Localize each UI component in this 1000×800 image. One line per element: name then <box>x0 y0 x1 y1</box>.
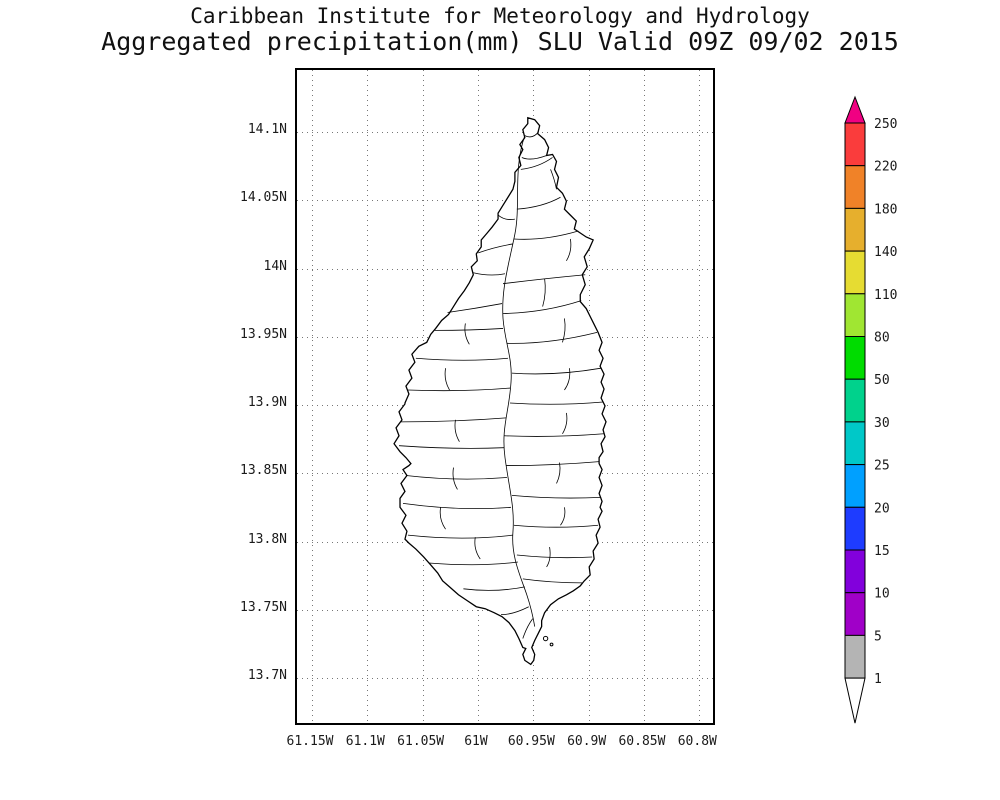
lat-tick-label: 13.95N <box>240 326 287 342</box>
colorbar-segment <box>844 634 866 679</box>
lat-tick-label: 13.7N <box>247 668 287 683</box>
lon-tick-label: 60.8W <box>677 734 717 749</box>
map-plot-area <box>295 68 715 725</box>
gridline-lon <box>643 70 645 723</box>
colorbar-level-label: 220 <box>874 160 897 175</box>
colorbar-level-label: 10 <box>874 587 890 602</box>
colorbar-segment <box>844 336 866 380</box>
colorbar-level-label: 20 <box>874 501 890 516</box>
lat-tick-label: 13.8N <box>247 531 287 547</box>
lon-tick-label: 61.1W <box>345 734 385 749</box>
colorbar-level-label: 140 <box>874 245 897 260</box>
colorbar-level-label: 50 <box>874 373 890 388</box>
lon-tick-label: 60.9W <box>567 734 607 749</box>
colorbar-level-label: 250 <box>874 117 897 132</box>
lon-tick-label: 60.95W <box>507 734 555 749</box>
colorbar-level-label: 5 <box>874 629 882 644</box>
page-title: Caribbean Institute for Meteorology and … <box>190 4 810 28</box>
lat-tick-label: 13.9N <box>247 395 287 410</box>
lat-tick-label: 13.85N <box>240 463 287 479</box>
lat-tick-label: 13.75N <box>240 599 287 615</box>
lon-tick-label: 61.05W <box>397 734 445 749</box>
watershed-boundaries <box>398 131 605 639</box>
colorbar-level-label: 180 <box>874 202 897 217</box>
gridline-lat <box>297 678 713 679</box>
colorbar-segment <box>844 122 866 167</box>
precip-colorbar: 250 220 180 140 110 80 50 30 25 20 15 10 5 1 <box>844 95 897 724</box>
colorbar-over-arrow <box>844 95 866 124</box>
colorbar-segment <box>844 506 866 551</box>
lat-tick-label: 14N <box>263 258 287 274</box>
lon-tick-label: 61.15W <box>286 734 334 749</box>
saint-lucia-map <box>393 116 607 666</box>
colorbar-level-label: 110 <box>874 288 897 303</box>
colorbar-level-label: 1 <box>874 672 882 687</box>
colorbar-segment <box>844 464 866 508</box>
colorbar-segment <box>844 250 866 295</box>
lat-tick-label: 14.1N <box>247 122 287 137</box>
gridline-lon <box>699 70 701 723</box>
colorbar-segment <box>844 592 866 636</box>
colorbar-segment <box>844 421 866 466</box>
colorbar-level-label: 25 <box>874 459 890 474</box>
lon-tick-label: 61W <box>464 734 488 749</box>
gridline-lat <box>297 200 713 202</box>
gridline-lon <box>367 70 369 723</box>
colorbar-level-label: 80 <box>874 331 890 346</box>
plot-subtitle: Aggregated precipitation(mm) SLU Valid 0… <box>101 27 899 56</box>
colorbar-level-label: 30 <box>874 416 890 431</box>
offshore-islet <box>542 635 549 642</box>
island-outline <box>393 116 607 666</box>
lon-tick-label: 60.85W <box>618 734 666 749</box>
colorbar-segment <box>844 549 866 594</box>
colorbar-segment <box>844 165 866 209</box>
colorbar-segment <box>844 378 866 423</box>
gridline-lon <box>312 70 313 723</box>
colorbar-level-label: 15 <box>874 544 890 559</box>
offshore-islet-small <box>549 642 554 647</box>
colorbar-segment <box>844 293 866 338</box>
colorbar-segment <box>844 207 866 252</box>
gridline-lat <box>297 132 713 133</box>
lat-tick-label: 14.05N <box>240 190 287 206</box>
colorbar-under-arrow <box>844 677 866 724</box>
